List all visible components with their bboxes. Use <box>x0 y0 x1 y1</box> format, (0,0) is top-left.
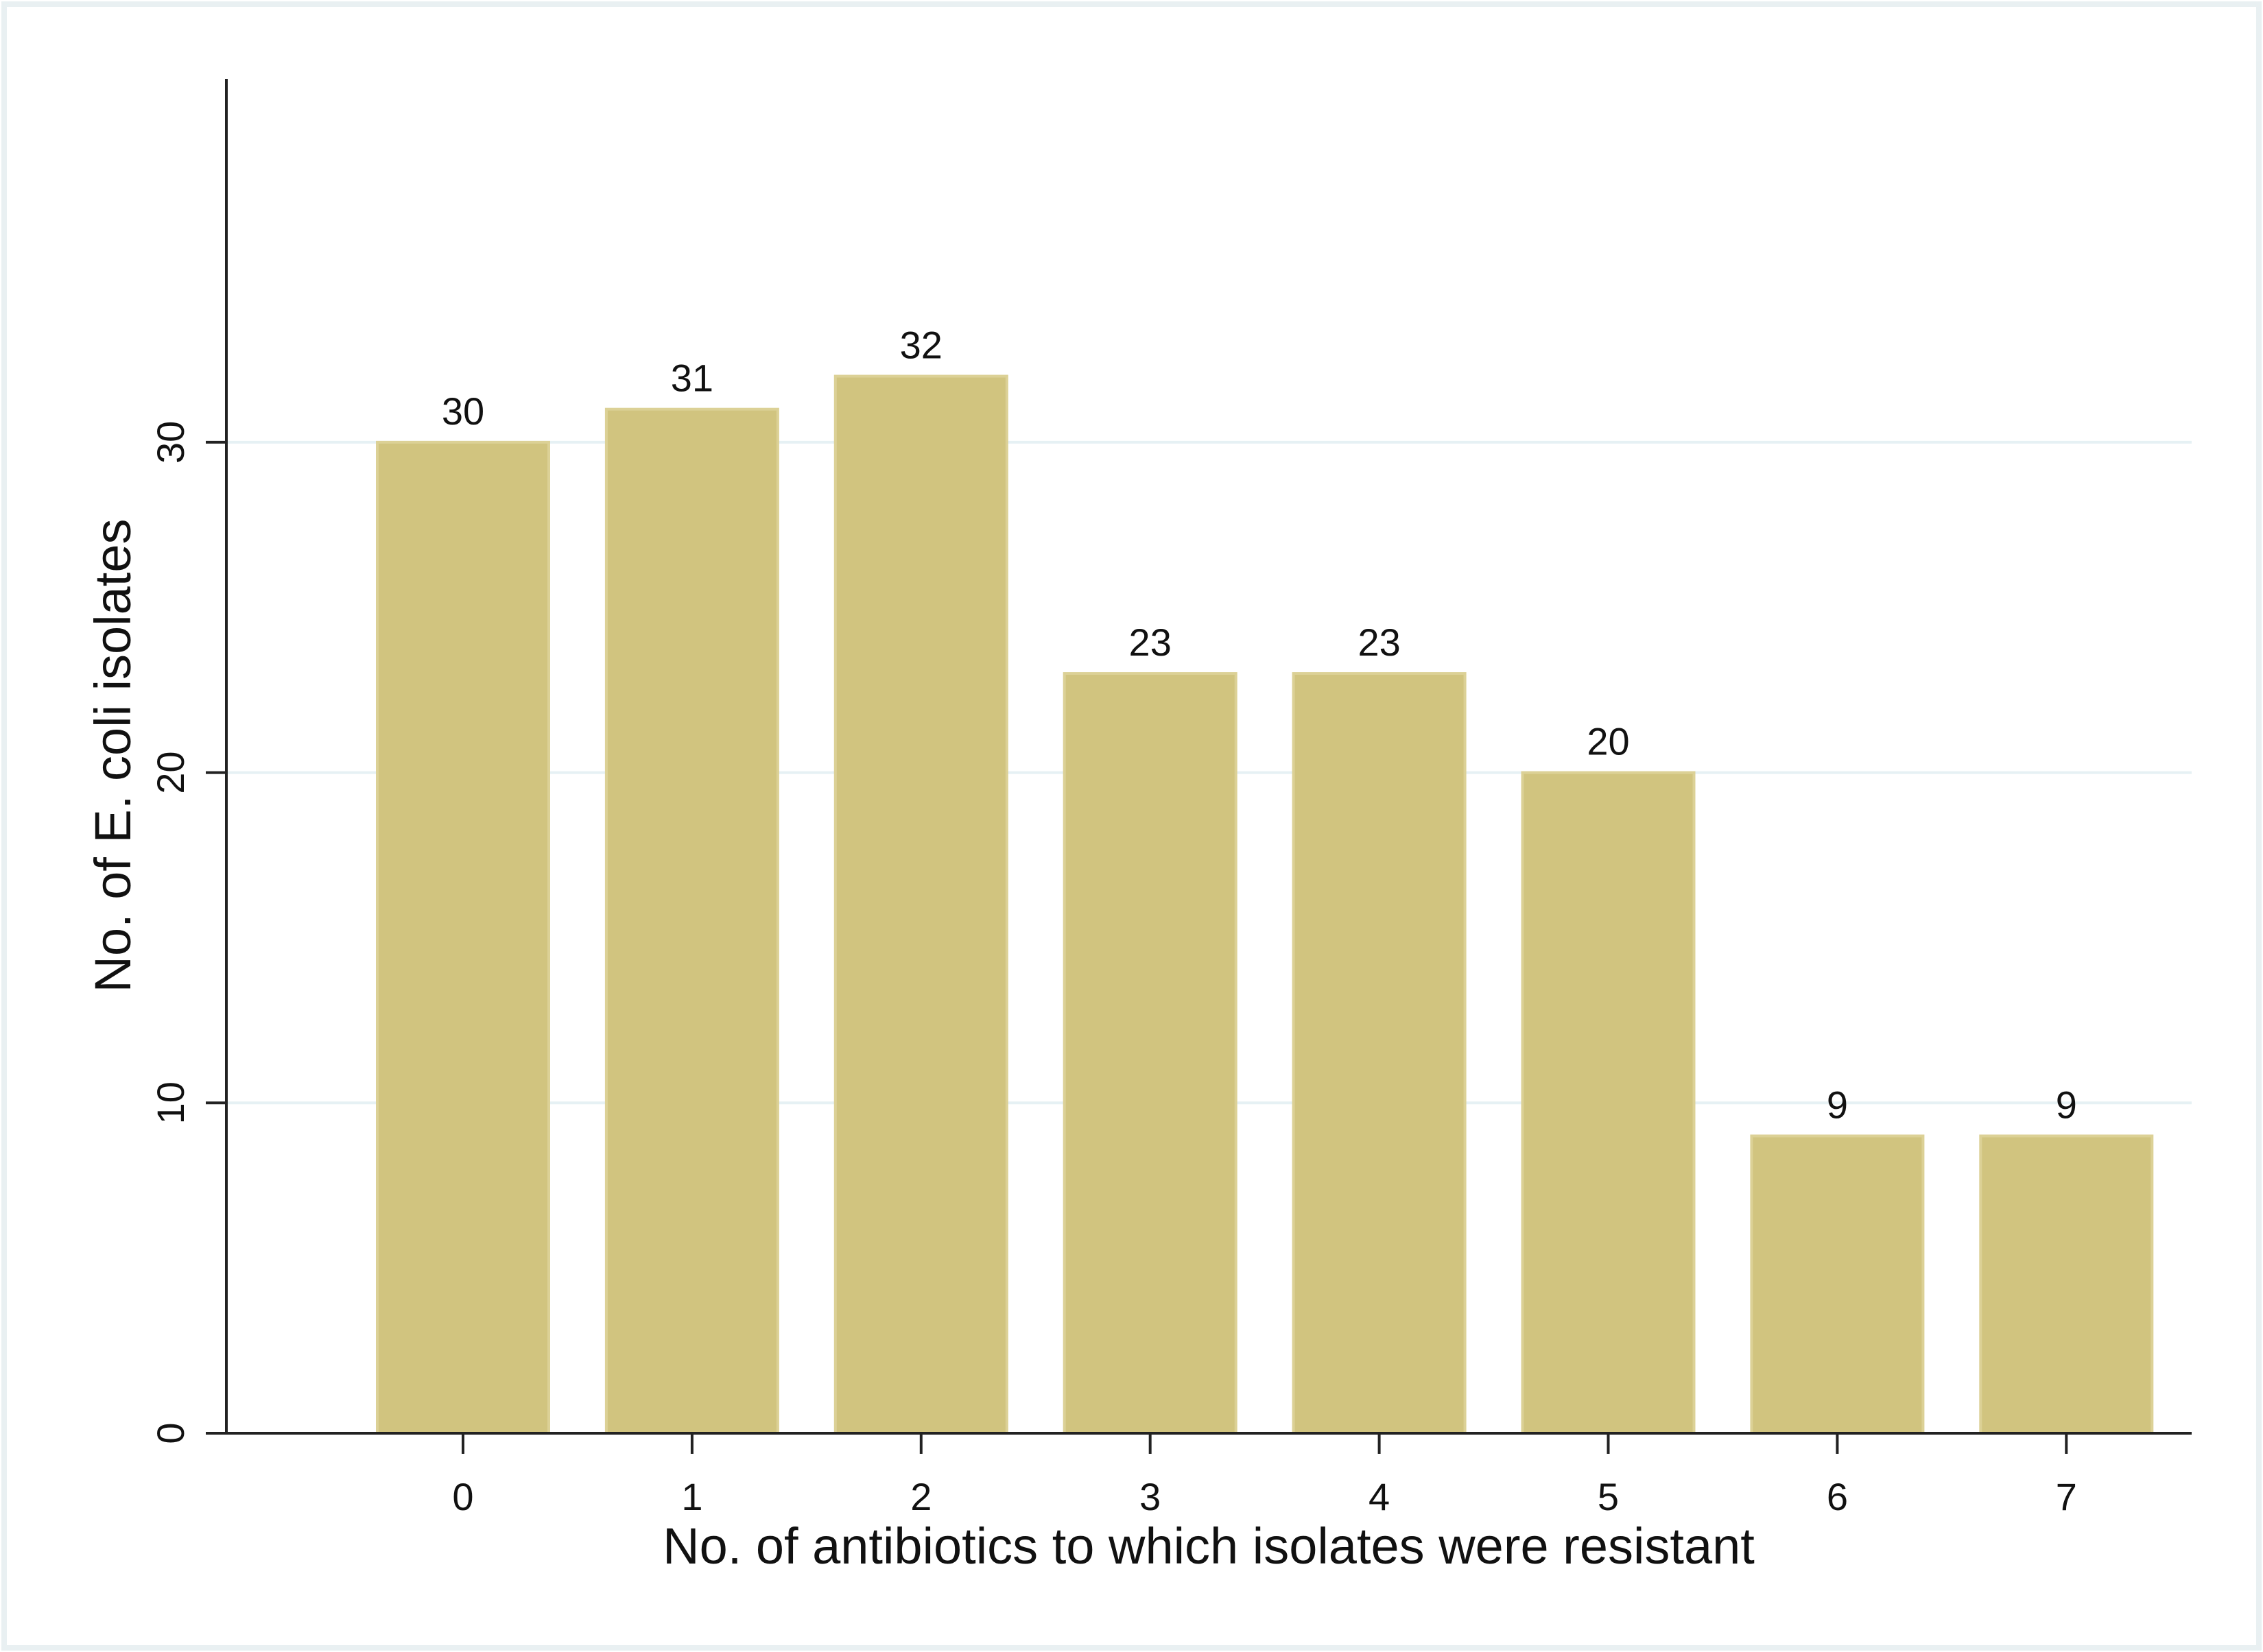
axes <box>225 79 2192 1435</box>
bars <box>376 374 2154 1435</box>
x-tick-label-1: 1 <box>681 1475 702 1518</box>
x-tick-label-7: 7 <box>2056 1475 2077 1518</box>
x-tick-label-3: 3 <box>1139 1475 1161 1518</box>
x-tick-label-6: 6 <box>1827 1475 1848 1518</box>
data-label-2: 32 <box>900 324 943 367</box>
bar-7 <box>1979 1134 2154 1435</box>
bar-2 <box>833 374 1008 1435</box>
data-label-6: 9 <box>1827 1083 1848 1126</box>
y-tick-label-0: 0 <box>149 1422 192 1444</box>
data-labels: 30 31 32 23 23 20 9 9 <box>442 324 2077 1127</box>
bar-3 <box>1063 672 1237 1435</box>
data-label-5: 20 <box>1587 720 1629 763</box>
data-label-0: 30 <box>442 390 484 433</box>
y-axis-title: No. of E. coli isolates <box>84 519 141 993</box>
x-tick-label-2: 2 <box>910 1475 932 1518</box>
bar-1 <box>604 407 779 1435</box>
bar-0 <box>376 440 550 1435</box>
y-ticks: 0 10 20 30 <box>149 421 226 1444</box>
data-label-7: 9 <box>2056 1083 2077 1126</box>
y-tick-label-10: 10 <box>149 1081 192 1124</box>
bar-4 <box>1292 672 1467 1435</box>
x-axis-title: No. of antibiotics to which isolates wer… <box>663 1518 1755 1575</box>
y-tick-label-30: 30 <box>149 421 192 464</box>
x-tick-label-4: 4 <box>1369 1475 1390 1518</box>
bar-6 <box>1750 1134 1925 1435</box>
data-label-3: 23 <box>1129 621 1172 664</box>
y-tick-label-20: 20 <box>149 751 192 793</box>
data-label-1: 31 <box>671 357 713 400</box>
x-ticks: 0 1 2 3 4 5 6 7 <box>452 1433 2077 1518</box>
x-tick-label-5: 5 <box>1598 1475 1619 1518</box>
x-tick-label-0: 0 <box>452 1475 473 1518</box>
data-label-4: 23 <box>1358 621 1400 664</box>
bar-5 <box>1521 771 1696 1435</box>
